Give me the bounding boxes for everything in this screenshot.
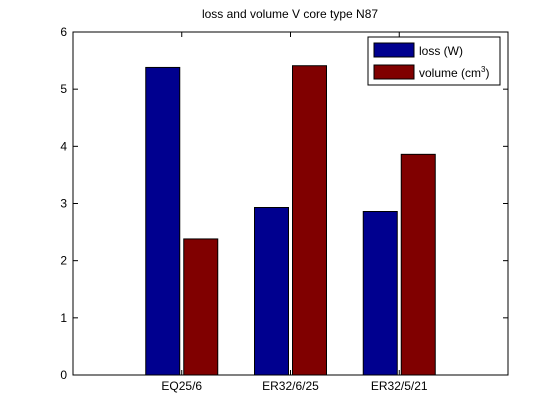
chart-title: loss and volume V core type N87: [202, 7, 378, 21]
bars-group: [145, 65, 436, 376]
y-tick-label-5: 5: [60, 82, 67, 96]
y-tick-label-6: 6: [60, 25, 67, 39]
y-tick-label-3: 3: [60, 197, 67, 211]
legend: loss (W) volume (cm3): [367, 36, 501, 86]
bar-loss-2: [362, 211, 398, 376]
x-tick-label-1: ER32/6/25: [262, 379, 319, 393]
bar-loss-0: [145, 66, 181, 376]
bar-volume-2: [400, 153, 436, 376]
bar-loss-1: [254, 207, 289, 376]
legend-swatch-loss: [373, 42, 415, 58]
x-tick-label-0: EQ25/6: [161, 379, 202, 393]
legend-label-volume: volume (cm3): [419, 65, 489, 80]
legend-swatch-volume: [373, 64, 415, 80]
legend-label-loss: loss (W): [419, 44, 463, 58]
y-tick-label-4: 4: [60, 139, 67, 153]
y-tick-label-0: 0: [60, 368, 67, 382]
bar-volume-1: [292, 65, 327, 376]
bar-volume-0: [183, 238, 219, 376]
y-tick-label-2: 2: [60, 254, 67, 268]
axes-group: 0 1 2 3 4 5 6 EQ25/6 ER32/6/25 ER32/5/21: [60, 25, 509, 393]
x-tick-label-2: ER32/5/21: [371, 379, 428, 393]
y-tick-label-1: 1: [60, 311, 67, 325]
